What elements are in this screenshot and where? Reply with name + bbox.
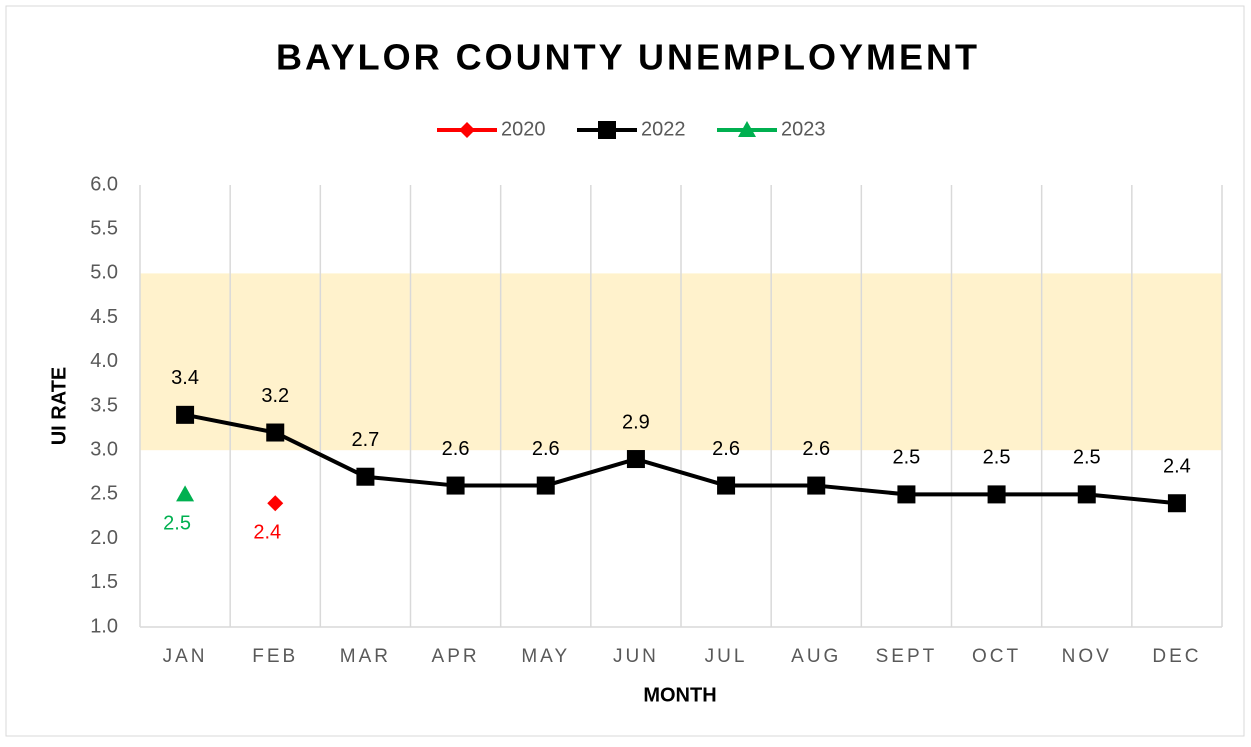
x-tick-label: JUL (705, 646, 748, 667)
x-tick-label: OCT (972, 646, 1021, 667)
y-tick-label: 4.5 (90, 306, 118, 328)
y-tick-label: 3.5 (90, 394, 118, 416)
x-tick-label: JAN (163, 646, 208, 667)
data-label: 3.4 (171, 367, 199, 389)
data-point (459, 122, 475, 138)
y-tick-label: 1.0 (90, 615, 118, 637)
data-label: 2.5 (1073, 447, 1101, 469)
y-tick-label: 1.5 (90, 571, 118, 593)
y-axis-label: UI RATE (48, 367, 70, 446)
data-point (536, 476, 555, 495)
data-point (266, 423, 285, 442)
data-label: 2.6 (712, 438, 740, 460)
data-label: 2.4 (1163, 456, 1191, 478)
x-axis-label: MONTH (643, 684, 716, 706)
data-point (897, 485, 916, 504)
y-tick-label: 5.0 (90, 262, 118, 284)
data-label: 2.5 (893, 447, 921, 469)
legend-label: 2020 (501, 118, 546, 140)
x-tick-label: FEB (252, 646, 298, 667)
data-point (267, 495, 284, 512)
data-point (176, 405, 195, 424)
x-tick-label: AUG (791, 646, 841, 667)
data-point (807, 476, 826, 495)
data-point (626, 450, 645, 469)
y-tick-label: 4.0 (90, 350, 118, 372)
data-label: 2.9 (622, 411, 650, 433)
data-point (1167, 494, 1186, 513)
legend-label: 2023 (781, 118, 826, 140)
data-label: 2.4 (253, 522, 281, 544)
x-tick-label: JUN (613, 646, 659, 667)
y-tick-label: 2.0 (90, 527, 118, 549)
data-label: 2.7 (352, 429, 380, 451)
series-line (184, 412, 1178, 506)
y-tick-label: 2.5 (90, 483, 118, 505)
data-label: 3.2 (261, 385, 289, 407)
data-point (987, 485, 1006, 504)
x-tick-label: NOV (1062, 646, 1112, 667)
x-tick-label: MAY (521, 646, 570, 667)
data-point (1077, 485, 1096, 504)
x-tick-label: MAR (340, 646, 391, 667)
y-tick-label: 5.5 (90, 217, 118, 239)
data-label: 2.6 (442, 438, 470, 460)
x-tick-label: DEC (1152, 646, 1201, 667)
data-point (176, 485, 195, 502)
y-tick-label: 6.0 (90, 173, 118, 195)
data-label: 2.6 (532, 438, 560, 460)
legend-label: 2022 (641, 118, 686, 140)
data-point (356, 467, 375, 486)
data-point (598, 121, 616, 139)
y-tick-label: 3.0 (90, 438, 118, 460)
x-tick-label: APR (432, 646, 480, 667)
data-point (717, 476, 736, 495)
data-label: 2.6 (802, 438, 830, 460)
data-point (738, 121, 756, 137)
chart-title: BAYLOR COUNTY UNEMPLOYMENT (276, 37, 980, 78)
x-tick-label: SEPT (876, 646, 938, 667)
data-point (446, 476, 465, 495)
data-label: 2.5 (163, 513, 191, 535)
data-label: 2.5 (983, 447, 1011, 469)
